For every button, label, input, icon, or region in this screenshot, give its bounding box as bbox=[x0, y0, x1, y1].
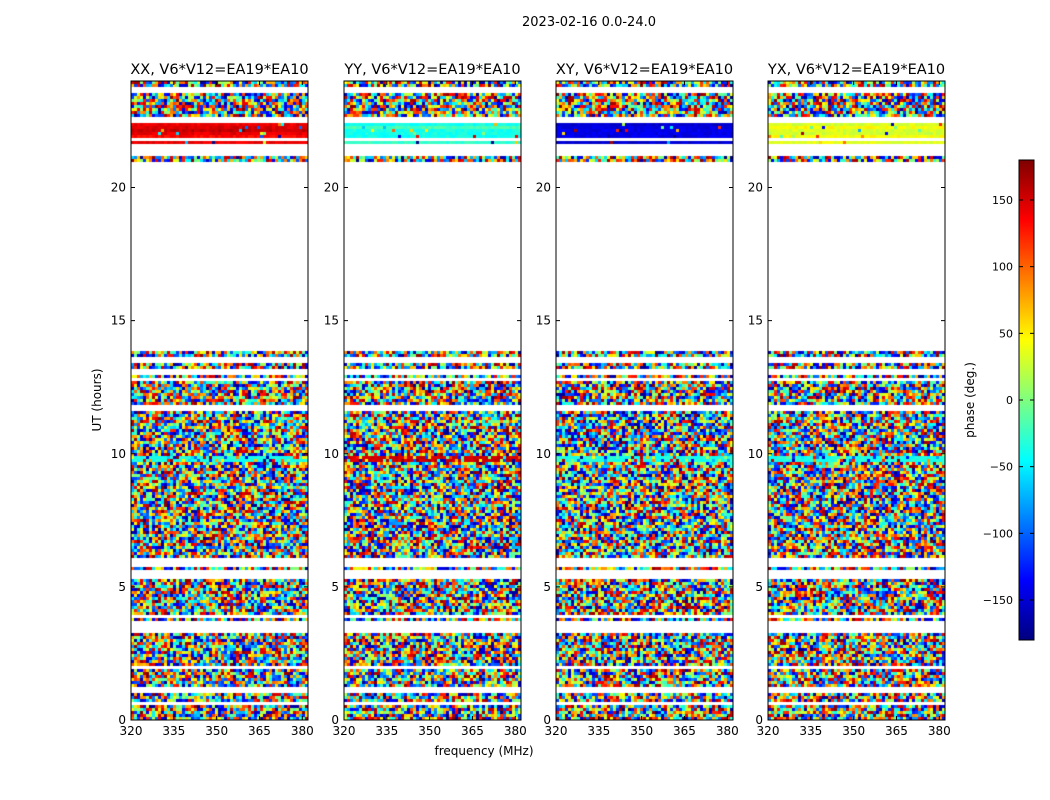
x-tick-label: 350 bbox=[205, 724, 228, 738]
colorbar-tick-label: 50 bbox=[999, 327, 1013, 340]
x-tick-label: 320 bbox=[333, 724, 356, 738]
phase-heatmap-yy bbox=[344, 81, 521, 720]
colorbar-ticks: −150 −100 −50 0 50 100 150 bbox=[983, 194, 1034, 607]
panel-yx: YX, V6*V12=EA19*EA10 320 335 350 365 380 0 5 10 1… bbox=[748, 62, 951, 738]
y-tick-label: 20 bbox=[111, 181, 126, 195]
y-tick-label: 5 bbox=[755, 580, 763, 594]
x-tick-label: 335 bbox=[587, 724, 610, 738]
y-tick-label: 5 bbox=[118, 580, 126, 594]
y-tick-label: 10 bbox=[111, 447, 126, 461]
panels-group: XX, V6*V12=EA19*EA10 320 335 350 365 380 0 5 10 1… bbox=[111, 62, 951, 738]
colorbar-tick-label: 100 bbox=[992, 261, 1013, 274]
x-tick-label: 365 bbox=[461, 724, 484, 738]
y-tick-label: 0 bbox=[118, 713, 126, 727]
panel-title: YX, V6*V12=EA19*EA10 bbox=[767, 62, 945, 78]
x-tick-label: 350 bbox=[418, 724, 441, 738]
x-tick-label: 365 bbox=[673, 724, 696, 738]
x-tick-label: 380 bbox=[928, 724, 951, 738]
colorbar: −150 −100 −50 0 50 100 150 phase (deg.) bbox=[963, 159, 1035, 641]
y-tick-label: 20 bbox=[536, 181, 551, 195]
colorbar-tick-label: −150 bbox=[983, 594, 1013, 607]
x-tick-label: 380 bbox=[716, 724, 739, 738]
x-tick-label: 365 bbox=[885, 724, 908, 738]
panel-title: XY, V6*V12=EA19*EA10 bbox=[556, 62, 733, 78]
y-tick-label: 5 bbox=[543, 580, 551, 594]
colorbar-label: phase (deg.) bbox=[963, 362, 977, 438]
panel-xy: XY, V6*V12=EA19*EA10 320 335 350 365 380 0 5 10 1… bbox=[536, 62, 739, 738]
y-tick-label: 15 bbox=[111, 314, 126, 328]
y-tick-label: 5 bbox=[331, 580, 339, 594]
x-tick-label: 380 bbox=[291, 724, 314, 738]
y-tick-label: 10 bbox=[536, 447, 551, 461]
y-tick-label: 15 bbox=[324, 314, 339, 328]
panel-frame bbox=[130, 80, 309, 721]
y-tick-label: 20 bbox=[748, 181, 763, 195]
y-tick-label: 0 bbox=[755, 713, 763, 727]
colorbar-tick-label: 150 bbox=[992, 194, 1013, 207]
phase-heatmap-xy bbox=[556, 81, 733, 720]
y-tick-label: 20 bbox=[324, 181, 339, 195]
y-tick-label: 10 bbox=[324, 447, 339, 461]
phase-heatmap-xx bbox=[131, 81, 308, 720]
x-tick-label: 320 bbox=[757, 724, 780, 738]
panel-frame bbox=[343, 80, 522, 721]
x-tick-label: 320 bbox=[120, 724, 143, 738]
x-tick-label: 335 bbox=[799, 724, 822, 738]
x-tick-label: 365 bbox=[248, 724, 271, 738]
panel-title: XX, V6*V12=EA19*EA10 bbox=[130, 62, 308, 78]
colorbar-tick-label: 0 bbox=[1006, 394, 1013, 407]
y-tick-label: 10 bbox=[748, 447, 763, 461]
y-tick-label: 15 bbox=[536, 314, 551, 328]
x-tick-label: 335 bbox=[162, 724, 185, 738]
panel-yy: YY, V6*V12=EA19*EA10 320 335 350 365 380 0 5 10 1… bbox=[324, 62, 527, 738]
y-axis-label: UT (hours) bbox=[90, 368, 104, 431]
x-tick-label: 380 bbox=[504, 724, 527, 738]
y-tick-label: 0 bbox=[543, 713, 551, 727]
x-tick-label: 350 bbox=[630, 724, 653, 738]
x-tick-label: 320 bbox=[545, 724, 568, 738]
panel-frame bbox=[555, 80, 734, 721]
panel-title: YY, V6*V12=EA19*EA10 bbox=[343, 62, 520, 78]
x-tick-label: 350 bbox=[842, 724, 865, 738]
x-tick-label: 335 bbox=[375, 724, 398, 738]
colorbar-tick-label: −100 bbox=[983, 527, 1013, 540]
phase-heatmap-yx bbox=[768, 81, 945, 720]
panel-frame bbox=[767, 80, 946, 721]
panel-xx: XX, V6*V12=EA19*EA10 320 335 350 365 380 0 5 10 1… bbox=[111, 62, 314, 738]
y-tick-label: 0 bbox=[331, 713, 339, 727]
figure-suptitle: 2023-02-16 0.0-24.0 bbox=[522, 15, 656, 30]
colorbar-tick-label: −50 bbox=[990, 461, 1013, 474]
x-axis-label: frequency (MHz) bbox=[434, 744, 533, 758]
y-tick-label: 15 bbox=[748, 314, 763, 328]
